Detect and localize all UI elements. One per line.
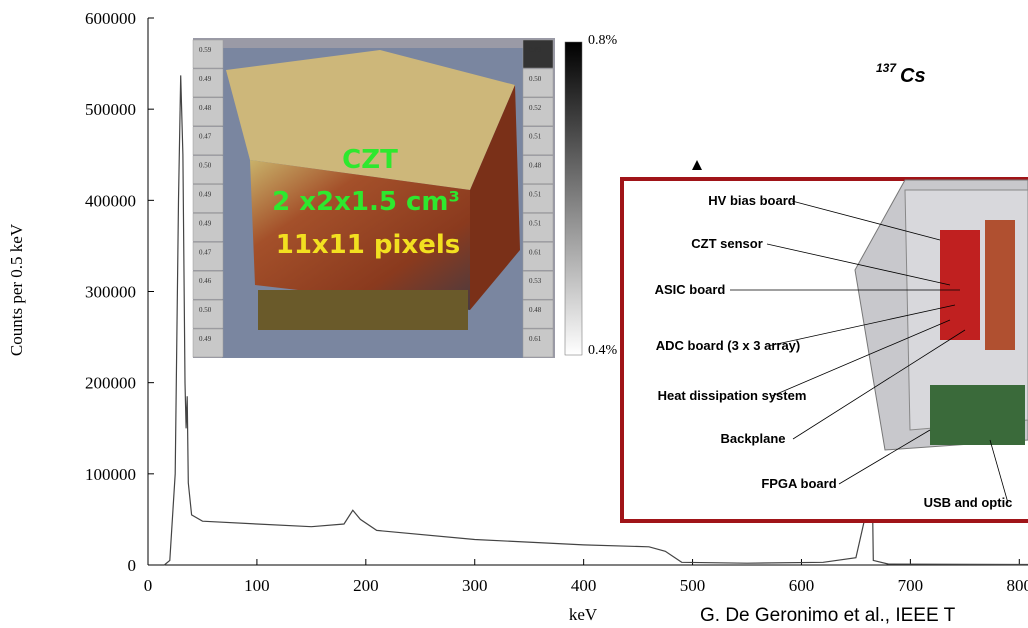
- pixel-cell: [523, 40, 553, 68]
- pixel-value: 0.49: [199, 219, 212, 227]
- citation: G. De Geronimo et al., IEEE T: [700, 605, 956, 626]
- pixel-value: 0.46: [199, 277, 212, 285]
- colorbar-label: 0.8%: [588, 33, 618, 48]
- x-axis-label: keV: [569, 605, 598, 624]
- pixel-value: 0.61: [529, 248, 542, 256]
- pixel-value: 0.53: [529, 277, 542, 285]
- pixel-value: 0.51: [529, 133, 542, 141]
- pixel-cell: [193, 40, 223, 68]
- inset-label: Backplane: [720, 431, 785, 446]
- pixel-value: 0.50: [529, 75, 542, 83]
- pixel-value: 0.47: [199, 133, 212, 141]
- pixel-value: 0.48: [199, 104, 212, 112]
- inset-label: HV bias board: [708, 193, 795, 208]
- y-tick-label: 500000: [85, 100, 136, 119]
- x-tick-label: 0: [144, 576, 153, 595]
- inset-label: Heat dissipation system: [658, 388, 807, 403]
- y-tick-label: 300000: [85, 283, 136, 302]
- x-tick-label: 500: [680, 576, 706, 595]
- y-tick-label: 200000: [85, 374, 136, 393]
- pixel-value: 0.52: [529, 104, 542, 112]
- inset-tab: [660, 140, 765, 180]
- inset-label: FPGA board: [761, 476, 836, 491]
- colorbar: [565, 42, 582, 355]
- pixel-value: 0.51: [529, 219, 542, 227]
- y-tick-label: 100000: [85, 465, 136, 484]
- slide: 0 100000 200000 300000 400000 500000 600000 0 10…: [0, 0, 1028, 628]
- pixel-cell: [523, 329, 553, 357]
- inset-label: USB and optic: [924, 495, 1013, 510]
- isotope-symbol: Cs: [900, 65, 926, 87]
- cube-pins: [258, 290, 468, 330]
- pixel-value: 0.48: [529, 162, 542, 170]
- x-tick-label: 100: [244, 576, 270, 595]
- pixel-value: 0.51: [529, 191, 542, 199]
- pixel-value: 0.83: [529, 46, 542, 54]
- pixel-value: 0.50: [199, 306, 212, 314]
- pixel-cell: [523, 185, 553, 213]
- photo: CZT 2 x2x1.5 cm³ 11x11 pixels 0.59 0.49 0.…: [193, 33, 618, 358]
- device-board: [985, 220, 1015, 350]
- inset-label: CZT sensor: [691, 236, 763, 251]
- photo-label: 11x11 pixels: [276, 230, 461, 260]
- y-tick-label: 400000: [85, 191, 136, 210]
- photo-label: CZT: [342, 145, 398, 175]
- pixel-value: 0.49: [199, 191, 212, 199]
- colorbar-label: 0.4%: [588, 343, 618, 358]
- device-board: [930, 385, 1025, 445]
- isotope-mass: 137: [876, 61, 897, 75]
- x-tick-label: 600: [789, 576, 815, 595]
- pixel-cell: [193, 185, 223, 213]
- x-tick-label: 800: [1007, 576, 1028, 595]
- pixel-value: 0.61: [529, 335, 542, 343]
- pixel-value: 0.50: [199, 162, 212, 170]
- x-tick-label: 400: [571, 576, 597, 595]
- pixel-value: 0.47: [199, 248, 212, 256]
- x-tick-label: 300: [462, 576, 488, 595]
- y-tick-label: 0: [128, 556, 137, 575]
- inset-label: ADC board (3 x 3 array): [656, 338, 801, 353]
- pixel-value: 0.49: [199, 75, 212, 83]
- x-tick-label: 200: [353, 576, 379, 595]
- x-tick-label: 700: [898, 576, 924, 595]
- pixel-cell: [193, 329, 223, 357]
- device-board: [940, 230, 980, 340]
- pixel-value: 0.48: [529, 306, 542, 314]
- inset-label: ASIC board: [655, 282, 726, 297]
- photo-label: 2 x2x1.5 cm³: [272, 187, 460, 217]
- y-tick-label: 600000: [85, 9, 136, 28]
- pixel-value: 0.59: [199, 46, 212, 54]
- y-axis-label: Counts per 0.5 keV: [7, 223, 26, 356]
- pixel-value: 0.49: [199, 335, 212, 343]
